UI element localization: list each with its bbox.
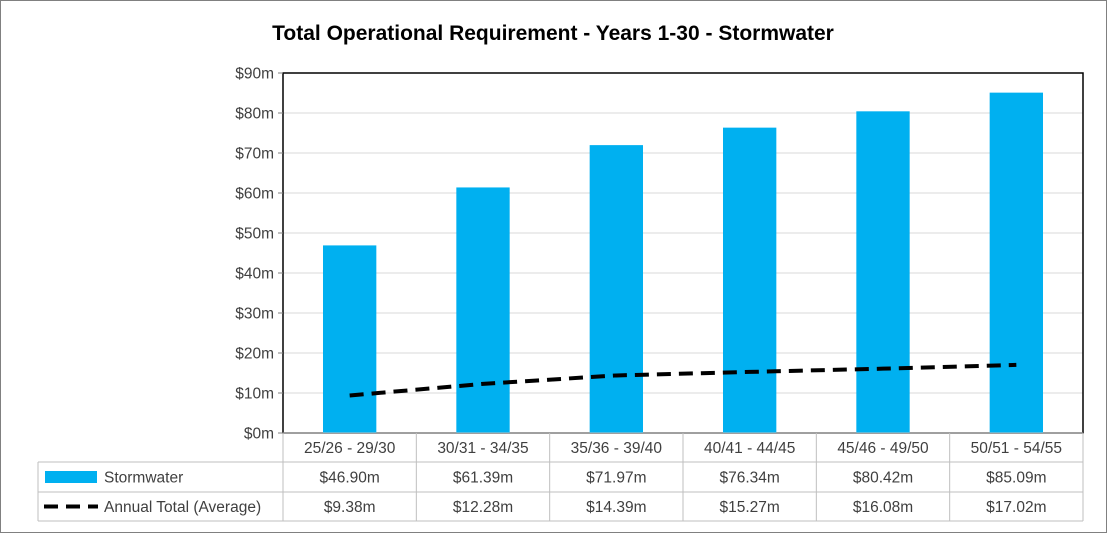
data-label: $15.27m [720,499,780,516]
legend-label: Annual Total (Average) [104,499,261,516]
y-tick-label: $0m [244,426,274,443]
legend-label: Stormwater [104,470,183,487]
legend-key-stormwater [45,471,97,483]
bar-series [323,92,1043,433]
x-category-label: 25/26 - 29/30 [304,440,396,457]
average-line [349,362,1017,398]
y-tick-label: $70m [235,146,274,163]
data-label: $71.97m [586,470,646,487]
x-category-label: 35/36 - 39/40 [571,440,663,457]
y-tick-label: $40m [235,266,274,283]
data-label: $12.28m [453,499,513,516]
data-label: $80.42m [853,470,913,487]
data-table: 25/26 - 29/30 30/31 - 34/35 35/36 - 39/40 4… [37,432,1084,522]
y-tick-label: $10m [235,386,274,403]
bar [589,145,643,433]
x-category-label: 30/31 - 34/35 [437,440,528,457]
bar [856,111,910,433]
x-category-label: 40/41 - 44/45 [704,440,795,457]
data-label: $61.39m [453,470,513,487]
data-label: $46.90m [320,470,380,487]
data-label: $9.38m [324,499,376,516]
data-label: $76.34m [720,470,780,487]
line-series [349,362,1017,398]
y-tick-label: $90m [235,66,274,83]
y-tick-label: $80m [235,106,274,123]
y-tick-label: $60m [235,186,274,203]
data-label: $17.02m [986,499,1046,516]
chart-title: Total Operational Requirement - Years 1-… [272,22,834,45]
gridlines [282,72,1084,434]
x-category-label: 50/51 - 54/55 [971,440,1062,457]
data-label: $85.09m [986,470,1046,487]
bar [456,187,510,433]
y-axis-ticks: $0m $10m $20m $30m $40m $50m $60m $70m $80m $90m [235,66,283,443]
data-label: $14.39m [586,499,646,516]
x-category-label: 45/46 - 49/50 [837,440,929,457]
y-tick-label: $20m [235,346,274,363]
bar [989,92,1043,433]
plot-area [282,72,1084,434]
y-tick-label: $30m [235,306,274,323]
data-label: $16.08m [853,499,913,516]
y-tick-label: $50m [235,226,274,243]
bar [723,127,777,433]
bar [323,245,377,433]
